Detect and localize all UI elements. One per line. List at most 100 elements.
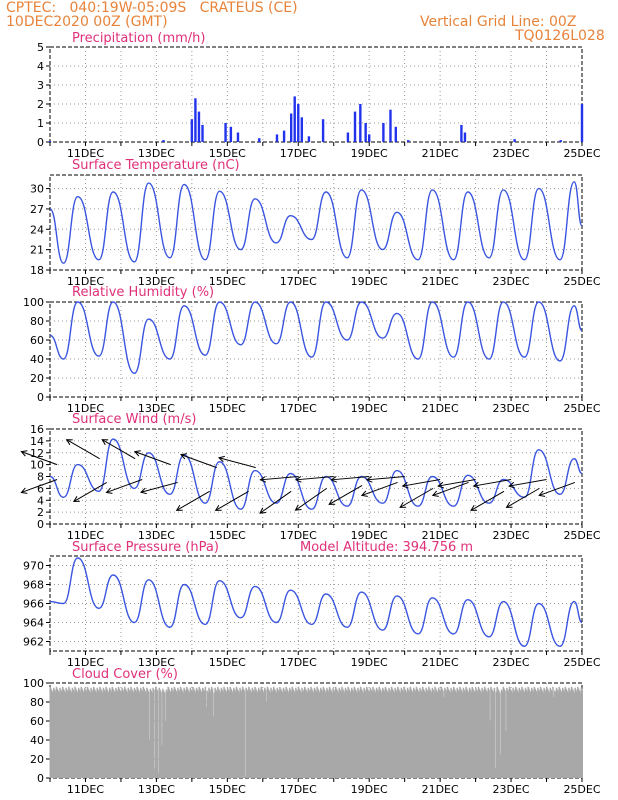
cloud-bar — [206, 690, 208, 778]
y-tick-label: 962 — [23, 636, 44, 649]
y-tick-label: 0 — [37, 772, 44, 785]
cloud-bar — [510, 690, 513, 778]
wind-arrow-head — [217, 455, 225, 463]
cloud-bar — [536, 692, 538, 778]
cloud-bar — [301, 687, 303, 778]
cloud-bar — [428, 688, 431, 778]
cloud-bar — [476, 691, 479, 778]
series-line — [49, 557, 583, 648]
cloud-bar — [184, 689, 186, 778]
cloud-bar — [460, 690, 463, 778]
wind-arrow — [438, 478, 476, 487]
wind-arrow-head — [399, 501, 407, 508]
cloud-bar — [207, 692, 209, 778]
cloud-bar — [154, 768, 156, 778]
cloud-bar — [195, 687, 198, 778]
cloud-bar — [165, 689, 168, 778]
cloud-bar — [214, 687, 216, 778]
cloud-bar — [96, 687, 98, 778]
x-tick-label: 25DEC — [563, 783, 600, 796]
precip-bar — [197, 111, 201, 142]
cloud-bar — [67, 691, 69, 778]
cloud-bar — [94, 690, 97, 778]
cloud-bar — [97, 689, 99, 778]
cloud-bar — [543, 687, 545, 778]
cloud-bar — [553, 697, 555, 778]
cloud-bar — [520, 691, 522, 778]
cloud-bar — [390, 686, 393, 778]
cloud-bar — [305, 690, 308, 778]
cloud-bar — [554, 692, 557, 778]
precip-bar — [394, 126, 397, 142]
x-tick-label: 15DEC — [209, 275, 246, 288]
wind-arrow-head — [538, 490, 546, 497]
cloud-bar — [460, 688, 462, 778]
cloud-bar — [231, 690, 233, 778]
cloud-bar — [262, 690, 264, 778]
y-tick-label: 60 — [30, 334, 44, 347]
cloud-bar — [235, 686, 238, 778]
cloud-bar — [267, 688, 270, 778]
cloud-bar — [288, 692, 290, 778]
x-tick-label: 13DEC — [138, 783, 175, 796]
cloud-bar — [294, 692, 296, 778]
x-tick-label: 17DEC — [280, 402, 317, 415]
precip-bar — [580, 104, 584, 142]
plot-frame — [49, 46, 583, 143]
cloud-bar — [113, 690, 115, 778]
cloud-bar — [228, 691, 231, 778]
y-tick-label: 40 — [30, 734, 44, 747]
cloud-bar — [374, 692, 377, 778]
y-tick-label: 20 — [30, 372, 44, 385]
cloud-bar — [172, 691, 175, 778]
cloud-bar — [62, 688, 65, 778]
wind-arrow-head — [330, 476, 338, 483]
y-tick-label: 20 — [30, 753, 44, 766]
wind-arrow-head — [401, 481, 409, 489]
cloud-bar — [370, 689, 372, 778]
cloud-bar — [91, 689, 93, 778]
wind-arrow-head — [72, 496, 80, 502]
cloud-bar — [227, 689, 230, 778]
wind-arrow-head — [20, 487, 28, 494]
cloud-bar — [85, 691, 88, 778]
cloud-bar — [80, 686, 83, 778]
cloud-bar — [209, 691, 212, 778]
cloud-bar — [63, 690, 66, 778]
x-tick-label: 13DEC — [138, 529, 175, 542]
cloud-bar — [77, 687, 80, 778]
cloud-bar — [442, 690, 444, 778]
cloud-bar — [288, 687, 291, 778]
cloud-bar — [485, 690, 488, 778]
wind-arrow — [260, 476, 299, 481]
cloud-bar — [56, 688, 59, 778]
y-tick-label: 18 — [30, 264, 44, 277]
x-tick-label: 17DEC — [280, 656, 317, 669]
cloud-bar — [190, 689, 192, 778]
cloud-bar — [564, 686, 567, 778]
cloud-bar — [217, 688, 220, 778]
cloud-bar — [490, 686, 492, 778]
wind-arrow — [432, 481, 469, 496]
wind-arrow-head — [470, 504, 478, 511]
cloud-bar — [130, 686, 132, 778]
cloud-bar — [392, 690, 395, 778]
cloud-bar — [167, 686, 169, 778]
cloud-bar — [232, 692, 234, 778]
cloud-bar — [289, 689, 292, 778]
cloud-bar — [280, 690, 283, 778]
cloud-bar — [278, 691, 280, 778]
cloud-bar — [529, 690, 531, 778]
cloud-bar — [312, 692, 315, 778]
x-tick-label: 21DEC — [422, 275, 459, 288]
header-code: TQ0126L028 — [515, 28, 605, 44]
cloud-bar — [319, 687, 322, 778]
cloud-bar — [402, 691, 404, 778]
precip-bar — [194, 98, 197, 142]
wind-arrow — [361, 481, 398, 496]
cloud-bar — [326, 687, 328, 778]
cloud-bar — [507, 689, 509, 778]
cloud-bar — [179, 686, 182, 778]
panel-title: Surface Wind (m/s) — [72, 412, 196, 427]
cloud-bar — [212, 716, 215, 778]
